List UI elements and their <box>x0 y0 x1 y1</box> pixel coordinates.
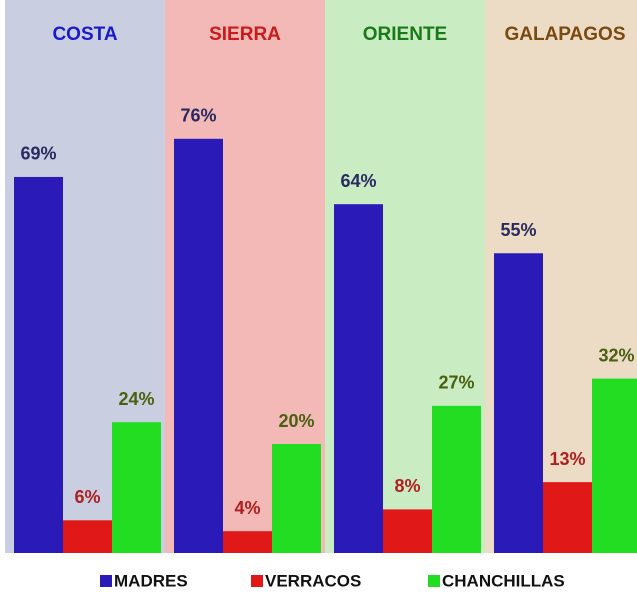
bar <box>383 509 432 553</box>
value-label: 24% <box>118 389 154 409</box>
bar <box>334 204 383 553</box>
value-label: 76% <box>180 106 216 126</box>
region-label: COSTA <box>52 24 117 45</box>
legend-label: VERRACOS <box>265 571 361 590</box>
value-label: 20% <box>278 411 314 431</box>
region-label: SIERRA <box>209 24 281 45</box>
bar <box>174 138 223 554</box>
bar <box>63 520 112 553</box>
legend-label: CHANCHILLAS <box>442 571 565 590</box>
value-label: 6% <box>74 487 100 507</box>
region-label: GALAPAGOS <box>504 24 625 45</box>
value-label: 32% <box>598 345 634 365</box>
legend-swatch <box>251 575 263 587</box>
value-label: 13% <box>549 449 585 469</box>
value-label: 69% <box>20 144 56 164</box>
bar <box>592 378 637 553</box>
value-label: 27% <box>438 373 474 393</box>
value-label: 64% <box>340 171 376 191</box>
legend-swatch <box>428 575 440 587</box>
value-label: 8% <box>394 476 420 496</box>
legend-label: MADRES <box>114 571 188 590</box>
bar <box>14 176 63 553</box>
region-label: ORIENTE <box>363 24 447 45</box>
bar <box>494 253 543 553</box>
value-label: 55% <box>500 220 536 240</box>
bar <box>223 531 272 553</box>
bar <box>543 482 592 553</box>
bar <box>432 405 481 553</box>
legend-swatch <box>100 575 112 587</box>
value-label: 4% <box>234 498 260 518</box>
bar <box>112 422 161 553</box>
bar <box>272 444 321 553</box>
